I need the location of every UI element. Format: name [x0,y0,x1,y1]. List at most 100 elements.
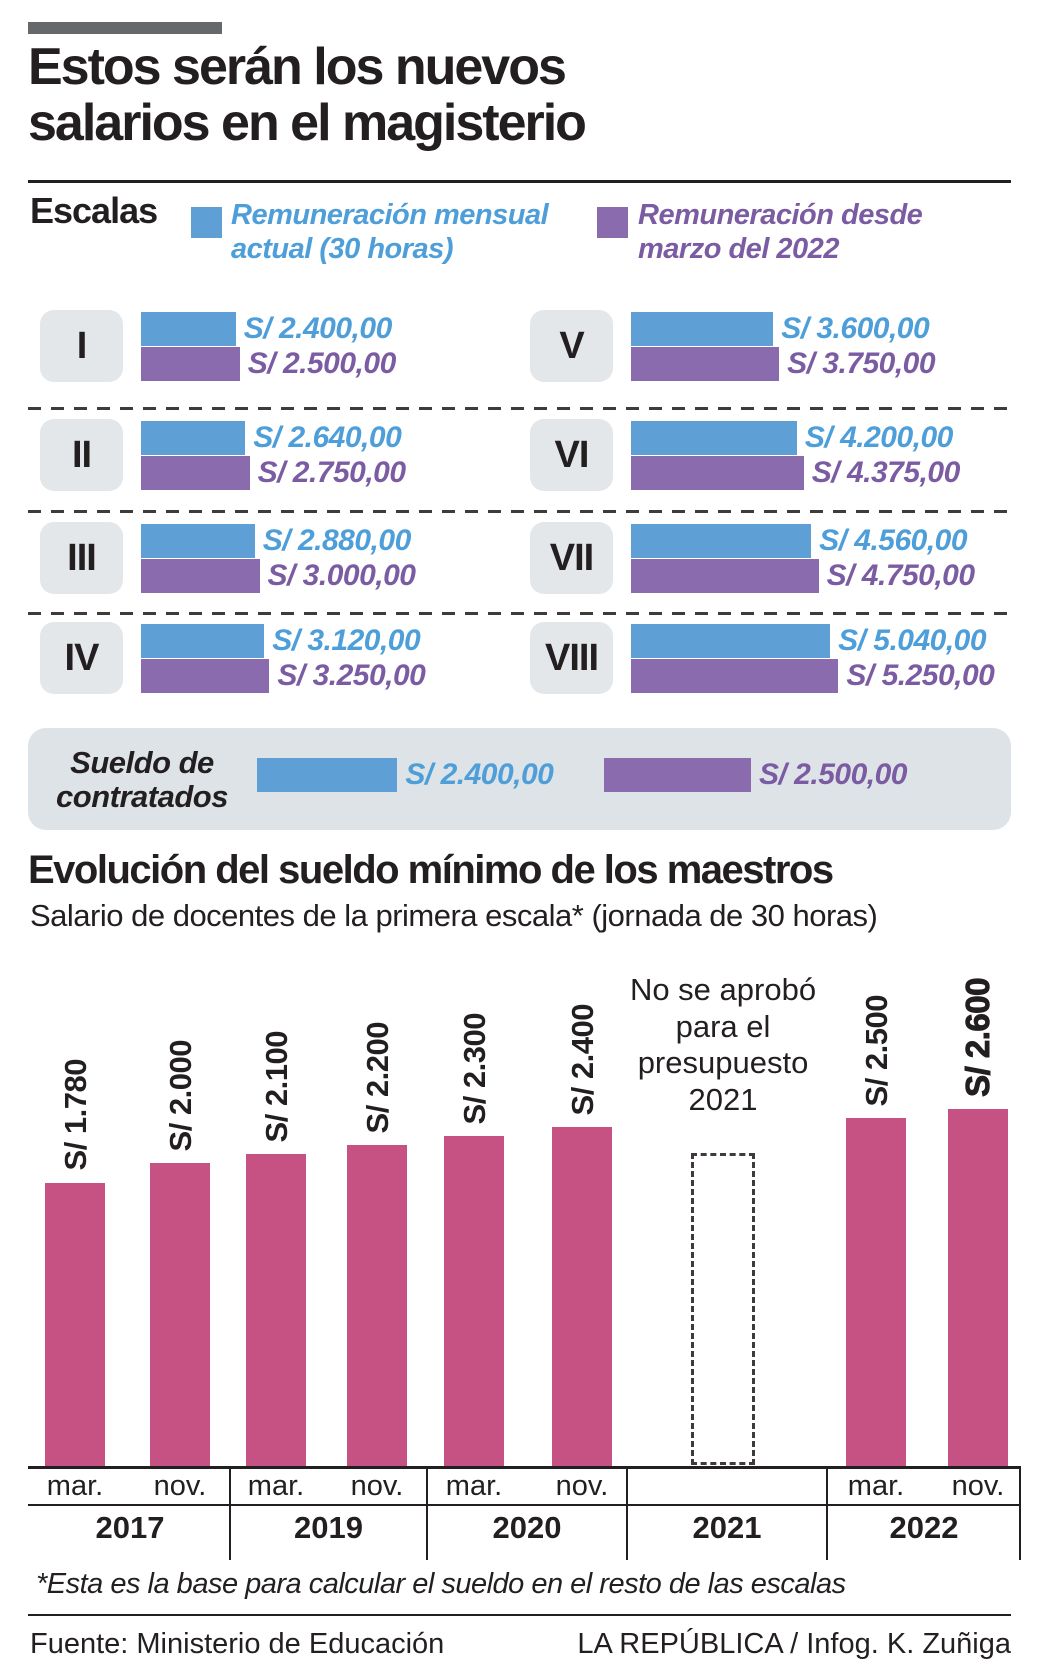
evolution-chart: S/ 1.780 S/ 2.000 S/ 2.100 S/ 2.200 S/ 2… [0,940,1039,1467]
x-axis-line [28,1466,1021,1469]
bar-new [631,346,780,381]
bar-value-label-emphasis: S/ 2.600 [959,978,997,1098]
scale-bars-6: S/ 4.200,00 S/ 4.375,00 [631,419,960,490]
bar-actual [257,758,398,792]
legend-actual-line2: actual (30 horas) [231,233,453,266]
year-separator [229,1466,231,1560]
evolution-title: Evolución del sueldo mínimo de los maest… [28,848,834,892]
legend-actual-line1: Remuneración mensual [231,199,549,231]
page-title-line1: Estos serán los nuevos [28,38,567,96]
month-divider-line [28,1504,1021,1506]
scale-bars-5: S/ 3.600,00 S/ 3.750,00 [631,310,936,381]
evolution-subtitle: Salario de docentes de la primera escala… [30,898,878,933]
scale-bars-8: S/ 5.040,00 S/ 5.250,00 [631,622,995,693]
value-actual: S/ 2.880,00 [262,523,411,557]
month-tick: nov. [951,1470,1005,1502]
annotation-2021: No se aprobó para el presupuesto 2021 [608,972,838,1118]
bar-mar-2017 [45,1182,105,1467]
year-separator [626,1466,628,1560]
bar-value-label: S/ 2.300 [457,1012,492,1124]
bar-new [631,455,804,490]
bar-actual [631,523,812,558]
annotation-line2: para el [675,1008,771,1044]
year-separator [826,1466,828,1560]
bar-new [141,346,240,381]
bar-actual [141,523,255,558]
bar-value-label: S/ 2.200 [360,1021,395,1133]
bar-actual [141,623,265,658]
bar-actual [631,311,774,346]
page-title-line2: salarios en el magisterio [28,93,587,152]
value-new: S/ 2.500,00 [759,758,907,791]
bar-value-label: S/ 2.000 [163,1039,198,1151]
year-label-2020: 2020 [492,1510,562,1545]
scale-row-6: VI S/ 4.200,00 S/ 4.375,00 [530,419,960,491]
month-tick: mar. [46,1470,104,1502]
scale-row-5: V S/ 3.600,00 S/ 3.750,00 [530,310,936,382]
contracted-label-line2: contratados [56,779,228,815]
value-actual: S/ 4.560,00 [819,523,968,557]
title-divider [28,180,1011,183]
bar-value-label: S/ 2.100 [259,1030,294,1142]
footnote: *Esta es la base para calcular el sueldo… [36,1568,846,1600]
footer-divider [28,1614,1011,1616]
contracted-actual: S/ 2.400,00 [257,758,554,792]
legend-new-line1: Remuneración desde [638,199,923,231]
bar-nov-2020 [552,1127,612,1467]
scale-bars-1: S/ 2.400,00 S/ 2.500,00 [141,310,396,381]
legend-swatch-new [597,207,628,238]
month-tick: mar. [247,1470,305,1502]
bar-actual [141,311,236,346]
scale-label-1: I [40,310,123,382]
bar-new [604,758,751,792]
annotation-line4: 2021 [688,1081,758,1117]
scale-label-5: V [530,310,613,382]
value-actual: S/ 2.640,00 [253,420,402,454]
month-tick: nov. [555,1470,609,1502]
bar-nov-2022 [948,1109,1008,1467]
scale-row-2: II S/ 2.640,00 S/ 2.750,00 [40,419,406,491]
scale-row-4: IV S/ 3.120,00 S/ 3.250,00 [40,622,426,694]
bar-nov-2017 [150,1163,210,1467]
publisher-credit: LA REPÚBLICA / Infog. K. Zuñiga [577,1628,1011,1660]
scale-bars-7: S/ 4.560,00 S/ 4.750,00 [631,522,975,593]
scale-bars-3: S/ 2.880,00 S/ 3.000,00 [141,522,416,593]
month-tick: nov. [350,1470,404,1502]
scale-label-3: III [40,522,123,594]
value-actual: S/ 2.400,00 [243,311,392,345]
bar-value-label: S/ 1.780 [58,1059,93,1171]
annotation-line3: presupuesto [637,1045,809,1081]
value-new: S/ 5.250,00 [846,658,995,692]
year-separator [426,1466,428,1560]
bar-new [631,658,839,693]
value-new: S/ 4.375,00 [811,455,960,489]
legend-entry-new: Remuneración desde marzo del 2022 [638,198,923,266]
bar-mar-2022 [846,1118,906,1467]
month-tick: nov. [153,1470,207,1502]
scale-row-1: I S/ 2.400,00 S/ 2.500,00 [40,310,396,382]
row-divider-1 [28,407,1011,410]
scale-label-6: VI [530,419,613,491]
contracted-label-line1: Sueldo de [70,745,214,780]
year-separator [1019,1466,1021,1560]
bar-2021-not-approved [691,1153,755,1465]
scale-row-3: III S/ 2.880,00 S/ 3.000,00 [40,522,416,594]
value-actual: S/ 3.600,00 [781,311,930,345]
source-credit: Fuente: Ministerio de Educación [30,1628,445,1660]
legend-section-label: Escalas [30,190,158,231]
scale-row-7: VII S/ 4.560,00 S/ 4.750,00 [530,522,975,594]
year-label-2019: 2019 [294,1510,363,1545]
scale-label-7: VII [530,522,613,594]
bar-value-label: S/ 2.500 [859,994,894,1106]
month-tick: mar. [445,1470,503,1502]
value-new: S/ 3.250,00 [277,658,426,692]
value-new: S/ 3.750,00 [787,346,936,380]
value-new: S/ 3.000,00 [267,558,416,592]
legend-entry-actual: Remuneración mensual actual (30 horas) [231,198,549,266]
scale-bars-2: S/ 2.640,00 S/ 2.750,00 [141,419,406,490]
value-new: S/ 2.750,00 [257,455,406,489]
bar-new [141,455,250,490]
row-divider-3 [28,612,1011,615]
scale-label-8: VIII [530,622,613,694]
